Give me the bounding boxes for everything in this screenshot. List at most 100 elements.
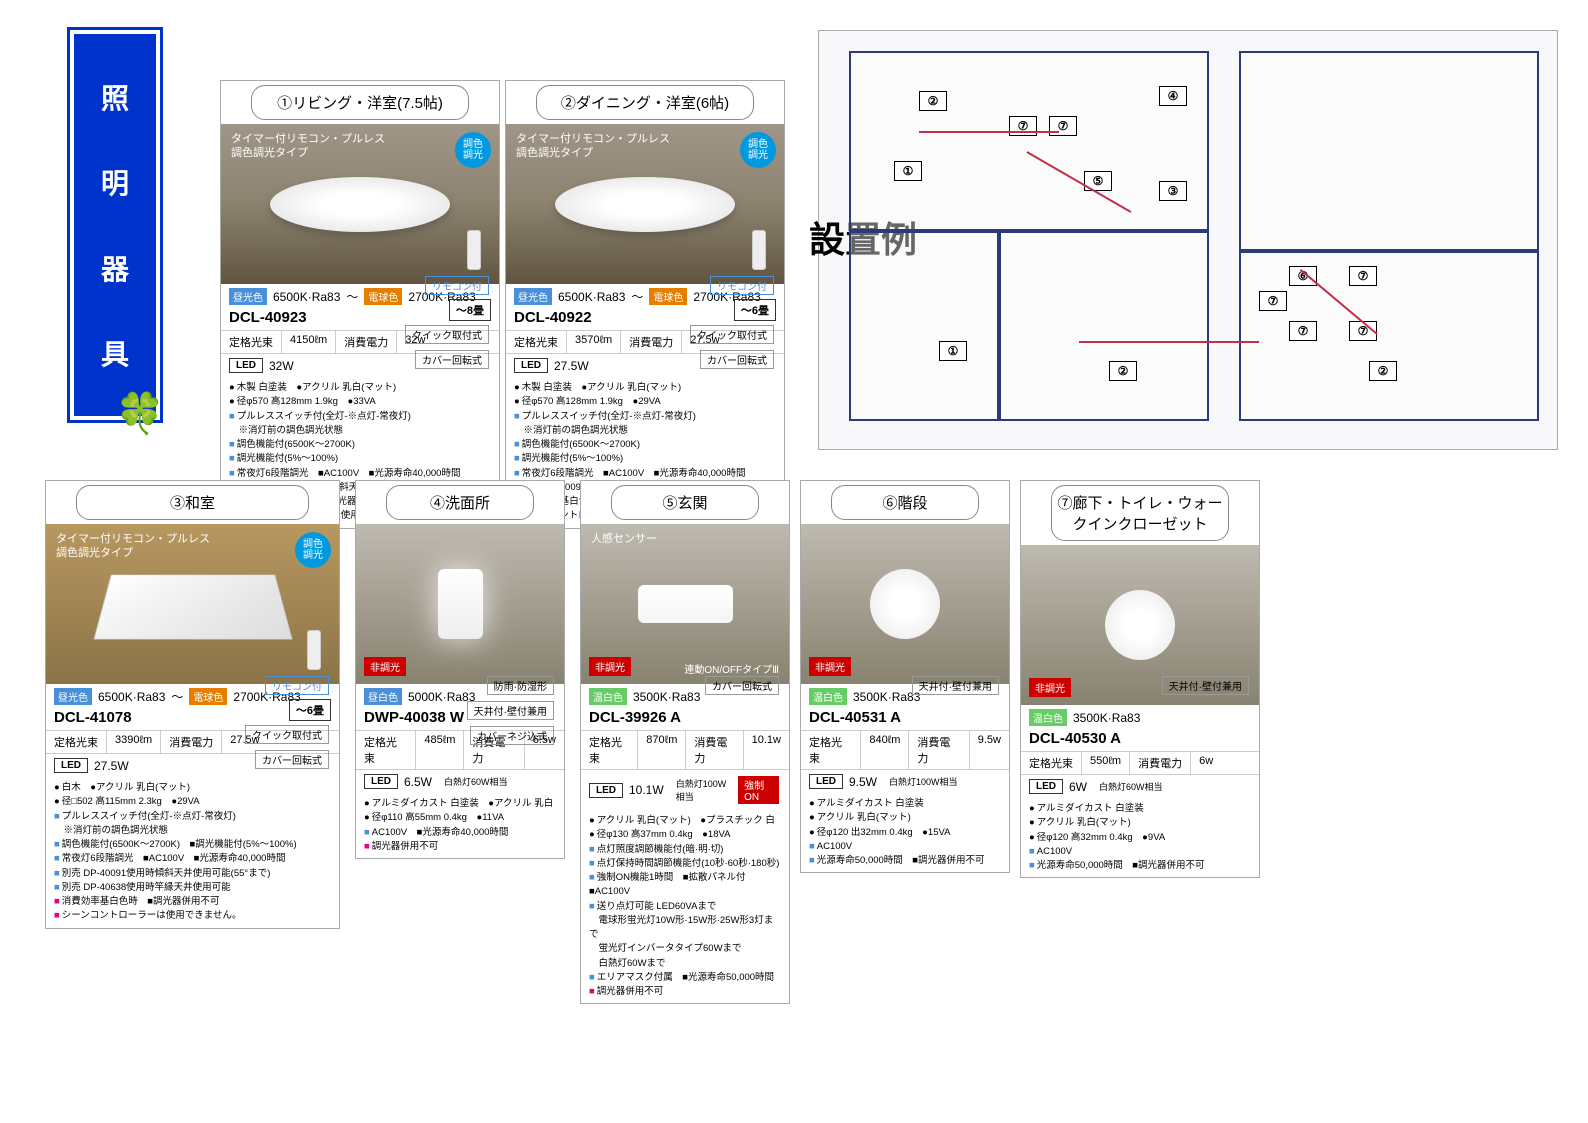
- lumen-label: 定格光束: [581, 731, 638, 769]
- light-fixture-icon: [638, 585, 733, 623]
- detail-line: ※消灯前の調色調光状態: [54, 824, 331, 838]
- model-number: DCL-40530 A: [1021, 730, 1259, 751]
- detail-line: 調光機能付(5%～100%): [514, 452, 776, 466]
- detail-line: 白木 ●アクリル 乳白(マット): [54, 781, 331, 795]
- spec-row: 定格光束870ℓm消費電力10.1w: [581, 730, 789, 770]
- color-label-2: 電球色: [364, 288, 402, 305]
- detail-line: 調光器併用不可: [364, 840, 556, 854]
- power-label: 消費電力: [686, 731, 743, 769]
- title-char-1: 照: [101, 77, 129, 117]
- card-header: ⑤玄関: [611, 485, 759, 520]
- power-value: 10.1w: [744, 731, 789, 769]
- color-label-2: 電球色: [189, 688, 227, 705]
- color-spec-1: 3500K·Ra83: [1073, 711, 1140, 725]
- color-label-1: 昼光色: [229, 288, 267, 305]
- lumen-value: 840ℓm: [861, 731, 909, 769]
- led-sub: 白熱灯60W相当: [1099, 780, 1163, 793]
- detail-line: 蛍光灯インバータタイプ60Wまで: [589, 942, 781, 956]
- detail-line: 点灯照度調節機能付(暗·明·切): [589, 843, 781, 857]
- details: アルミダイカスト 白塗装アクリル 乳白(マット)径φ120 高32mm 0.4k…: [1021, 798, 1259, 877]
- detail-line: プルレススイッチ付(全灯-※点灯-常夜灯): [54, 810, 331, 824]
- detail-line: アクリル 乳白(マット): [1029, 816, 1251, 830]
- led-spec: 32W: [269, 359, 294, 373]
- install-badge: クイック取付式: [690, 325, 774, 344]
- model-number: DCL-39926 A: [581, 709, 789, 730]
- light-fixture-icon: [870, 569, 940, 639]
- fp-tag-7a: ⑦: [1009, 116, 1037, 136]
- detail-line: プルレススイッチ付(全灯-※点灯-常夜灯): [514, 410, 776, 424]
- power-value: 6w: [1191, 752, 1221, 774]
- install-badge: カバー回転式: [705, 676, 779, 695]
- product-card-p5: ⑤玄関人感センサー連動ON/OFFタイプⅢ非調光温白色3500K·Ra83カバー…: [580, 480, 790, 1004]
- light-fixture-icon: [93, 575, 292, 640]
- power-label: 消費電力: [621, 331, 682, 353]
- install-badge: カバー回転式: [700, 350, 774, 369]
- details: アクリル 乳白(マット) ●プラスチック 白径φ130 高37mm 0.4kg …: [581, 810, 789, 1003]
- detail-line: 径φ570 高128mm 1.9kg ●33VA: [229, 395, 491, 409]
- details: 白木 ●アクリル 乳白(マット)径□502 高115mm 2.3kg ●29VA…: [46, 777, 339, 928]
- detail-line: 別売 DP-40091使用時傾斜天井使用可能(55°まで): [54, 867, 331, 881]
- detail-line: 木製 白塗装 ●アクリル 乳白(マット): [514, 381, 776, 395]
- led-spec: 27.5W: [554, 359, 589, 373]
- detail-line: 光源寿命50,000時間 ■調光器併用不可: [809, 854, 1001, 868]
- details: アルミダイカスト 白塗装 ●アクリル 乳白径φ110 高55mm 0.4kg ●…: [356, 793, 564, 858]
- light-fixture-icon: [438, 569, 483, 639]
- remote-badge: リモコン付: [425, 276, 489, 295]
- led-badge: LED: [589, 783, 623, 798]
- detail-line: 常夜灯6段階調光 ■AC100V ■光源寿命40,000時間: [514, 467, 776, 481]
- detail-line: 常夜灯6段階調光 ■AC100V ■光源寿命40,000時間: [229, 467, 491, 481]
- led-spec-line: LED10.1W白熱灯100W相当強制ON: [581, 770, 789, 810]
- title-char-3: 器: [101, 248, 129, 288]
- model-number: DCL-40531 A: [801, 709, 1009, 730]
- install-badge: 天井付·壁付兼用: [1162, 676, 1249, 695]
- color-label-1: 温白色: [589, 688, 627, 705]
- install-badge: 天井付·壁付兼用: [912, 676, 999, 695]
- color-label-1: 昼光色: [54, 688, 92, 705]
- install-badges: 天井付·壁付兼用: [1160, 674, 1251, 697]
- lumen-label: 定格光束: [221, 331, 282, 353]
- title-banner: 照 明 器 具: [70, 30, 160, 420]
- led-spec-line: LED6.5W白熱灯60W相当: [356, 770, 564, 793]
- detail-line: ※消灯前の調色調光状態: [229, 424, 491, 438]
- dimming-badge: 調色 調光: [295, 532, 331, 568]
- light-fixture-icon: [270, 177, 450, 232]
- install-badge: 天井付·壁付兼用: [467, 701, 554, 720]
- install-badges: リモコン付～8畳クイック取付式カバー回転式: [403, 274, 491, 371]
- detail-line: 径φ120 高32mm 0.4kg ●9VA: [1029, 831, 1251, 845]
- power-label: 消費電力: [161, 731, 222, 753]
- detail-line: アクリル 乳白(マット) ●プラスチック 白: [589, 814, 781, 828]
- color-label-2: 電球色: [649, 288, 687, 305]
- spec-row: 定格光束840ℓm消費電力9.5w: [801, 730, 1009, 770]
- detail-line: アクリル 乳白(マット): [809, 811, 1001, 825]
- fp-tag-7c: ⑦: [1349, 266, 1377, 286]
- fp-tag-2b: ②: [1109, 361, 1137, 381]
- detail-line: アルミダイカスト 白塗装: [809, 797, 1001, 811]
- color-label-1: 昼白色: [364, 688, 402, 705]
- product-image: タイマー付リモコン・プルレス 調色調光タイプ調色 調光: [221, 124, 499, 284]
- product-card-p3: ③和室タイマー付リモコン・プルレス 調色調光タイプ調色 調光昼光色6500K·R…: [45, 480, 340, 929]
- non-dimming-badge: 非調光: [364, 657, 406, 676]
- product-card-p6: ⑥階段非調光温白色3500K·Ra83天井付·壁付兼用DCL-40531 A定格…: [800, 480, 1010, 873]
- color-spec-line: 温白色3500K·Ra83: [1021, 705, 1259, 730]
- lumen-value: 485ℓm: [416, 731, 464, 769]
- detail-line: AC100V: [809, 840, 1001, 854]
- remote-icon: [752, 230, 766, 270]
- detail-line: シーンコントローラーは使用できません。: [54, 909, 331, 923]
- product-image: タイマー付リモコン・プルレス 調色調光タイプ調色 調光: [506, 124, 784, 284]
- title-char-4: 具: [101, 333, 129, 373]
- img-caption: 人感センサー: [591, 532, 657, 546]
- led-spec-line: LED6W白熱灯60W相当: [1021, 775, 1259, 798]
- tatami-badge: ～6畳: [734, 299, 776, 321]
- led-sub: 白熱灯60W相当: [444, 775, 508, 788]
- detail-line: 電球形蛍光灯10W形·15W形·25W形3灯まで: [589, 914, 781, 943]
- detail-line: 点灯保持時間調節機能付(10秒·60秒·180秒): [589, 857, 781, 871]
- detail-line: エリアマスク付属 ■光源寿命50,000時間: [589, 971, 781, 985]
- dimming-badge: 調色 調光: [740, 132, 776, 168]
- led-badge: LED: [1029, 779, 1063, 794]
- card-header: ②ダイニング・洋室(6帖): [536, 85, 754, 120]
- color-spec-1: 6500K·Ra83: [273, 290, 340, 304]
- non-dimming-badge: 非調光: [1029, 678, 1071, 697]
- detail-line: 調光機能付(5%～100%): [229, 452, 491, 466]
- lumen-label: 定格光束: [801, 731, 861, 769]
- led-badge: LED: [809, 774, 843, 789]
